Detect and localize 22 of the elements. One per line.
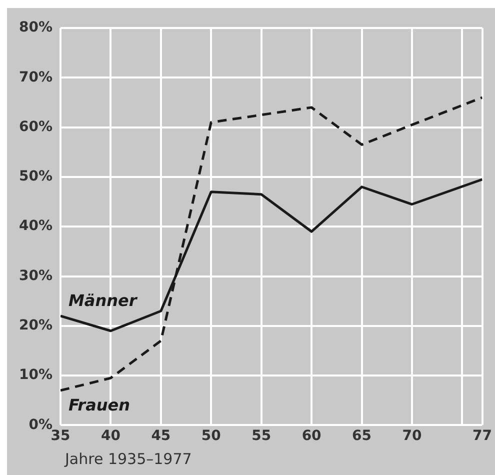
y-tick-label: 40% [18, 218, 53, 234]
y-tick-label: 20% [18, 318, 53, 334]
x-tick-label: 65 [352, 428, 372, 444]
x-tick-label: 40 [100, 428, 121, 444]
y-tick-label: 0% [28, 416, 53, 433]
y-tick-label: 60% [18, 118, 53, 135]
y-tick-label: 80% [18, 20, 53, 36]
x-tick-label: 70 [402, 428, 422, 444]
x-tick-label: 77 [472, 428, 492, 444]
line-series [60, 96, 482, 392]
x-tick-label: 55 [252, 428, 272, 444]
y-tick-label: 70% [18, 69, 53, 86]
x-tick-label: 45 [151, 428, 171, 444]
y-tick-label: 30% [18, 268, 53, 284]
x-axis-title: Jahre 1935–1977 [65, 450, 192, 468]
x-tick-label: 60 [302, 428, 322, 444]
y-tick-label: 10% [18, 367, 53, 384]
y-tick-label: 50% [18, 168, 53, 185]
x-tick-label: 35 [50, 428, 70, 444]
series-label: Frauen [68, 396, 130, 415]
x-tick-label: 50 [201, 428, 222, 444]
series-label: Männer [68, 291, 138, 310]
